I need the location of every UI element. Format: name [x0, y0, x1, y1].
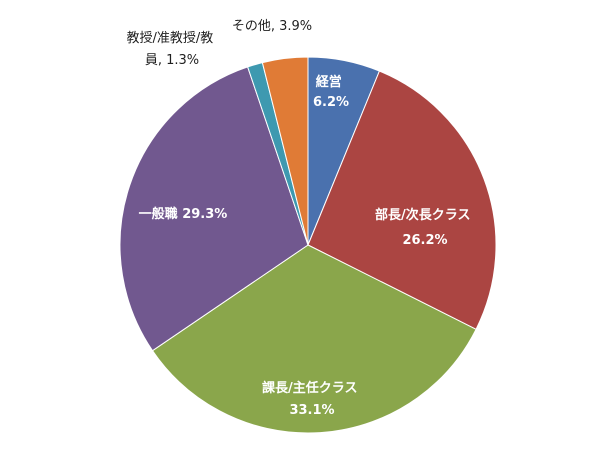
pie-slice-ippan: [119, 66, 309, 352]
slice-label-ippan: 一般職 29.3%: [139, 206, 228, 222]
slice-label-sonota: その他, 3.9%: [232, 19, 312, 34]
slice-label-bucho: 部長/次長クラス 26.2%: [375, 207, 475, 248]
pie-slice-bucho: [307, 70, 497, 330]
slice-label-kacho: 課長/主任クラス 33.1%: [262, 380, 362, 418]
pie-slices: [119, 56, 497, 434]
slice-label-kyoju: 教授/准教授/教 員, 1.3%: [127, 30, 218, 68]
pie-slice-sonota: [261, 56, 309, 246]
slice-label-keiei: 経営 6.2%: [313, 74, 349, 110]
pie-slice-kacho: [151, 244, 477, 434]
